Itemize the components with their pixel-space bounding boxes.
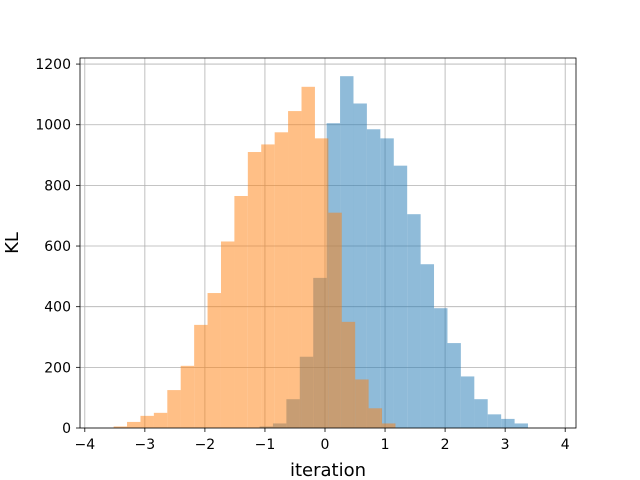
y-tick-label: 200 (44, 360, 71, 376)
histogram-bar-series-2 (127, 421, 141, 428)
x-axis-label: iteration (290, 460, 366, 480)
histogram-bar-series-2 (314, 138, 329, 429)
y-tick-label: 0 (62, 421, 71, 437)
histogram-bar-series-2 (341, 321, 356, 428)
histogram-bar-series-1 (514, 423, 528, 428)
histogram-bar-series-1 (434, 308, 448, 428)
histogram-bar-series-2 (368, 408, 383, 428)
histogram-bar-series-2 (288, 111, 302, 429)
histogram-bar-series-1 (474, 399, 488, 428)
x-tick-label: −4 (74, 437, 95, 453)
histogram-bar-series-2 (382, 423, 396, 428)
x-tick-label: 4 (561, 437, 570, 453)
y-tick-label: 1200 (35, 57, 71, 73)
histogram-bar-series-2 (113, 426, 128, 428)
histogram-bar-series-1 (420, 264, 435, 428)
histogram-bar-series-2 (261, 144, 275, 428)
x-tick-label: −1 (255, 437, 276, 453)
histogram-bar-series-2 (220, 241, 235, 428)
histogram-bar-series-1 (487, 414, 502, 428)
histogram-bar-series-2 (247, 152, 262, 428)
histogram-bar-series-2 (207, 293, 221, 428)
histogram-bar-series-1 (366, 129, 381, 428)
histogram-bar-series-1 (447, 343, 461, 428)
histogram-bar-series-2 (153, 412, 168, 428)
x-axis-ticks: −4 −3 −2 −1 0 1 2 3 4 (74, 428, 570, 453)
y-tick-label: 600 (44, 239, 71, 255)
x-tick-label: 3 (501, 437, 510, 453)
histogram-bar-series-2 (234, 195, 248, 428)
x-tick-label: 2 (441, 437, 450, 453)
histogram-bar-series-2 (274, 132, 289, 428)
histogram-bar-series-2 (301, 86, 315, 429)
histogram-bar-series-1 (393, 165, 408, 428)
x-tick-label: −3 (135, 437, 156, 453)
histogram-bars (113, 76, 528, 429)
histogram-bar-series-2 (167, 390, 181, 428)
y-tick-label: 1000 (35, 118, 71, 134)
histogram-bar-series-1 (407, 214, 421, 428)
histogram-bar-series-2 (180, 365, 195, 428)
x-tick-label: 1 (381, 437, 390, 453)
y-axis-ticks: 0 200 400 600 800 1000 1200 (35, 57, 80, 437)
plot-frame (79, 57, 577, 429)
y-axis-label: KL (2, 232, 23, 254)
y-tick-label: 800 (44, 178, 71, 194)
histogram-bar-series-2 (194, 324, 208, 428)
y-tick-label: 400 (44, 300, 71, 316)
histogram-bar-series-2 (328, 212, 342, 428)
histogram-bar-series-1 (380, 138, 394, 429)
histogram-bar-series-1 (501, 418, 515, 428)
x-tick-label: 0 (321, 437, 330, 453)
x-tick-label: −2 (195, 437, 216, 453)
histogram-bar-series-1 (460, 376, 475, 428)
histogram-bar-series-1 (353, 103, 367, 428)
histogram-bar-series-2 (140, 415, 154, 428)
histogram-bar-series-2 (355, 379, 369, 428)
